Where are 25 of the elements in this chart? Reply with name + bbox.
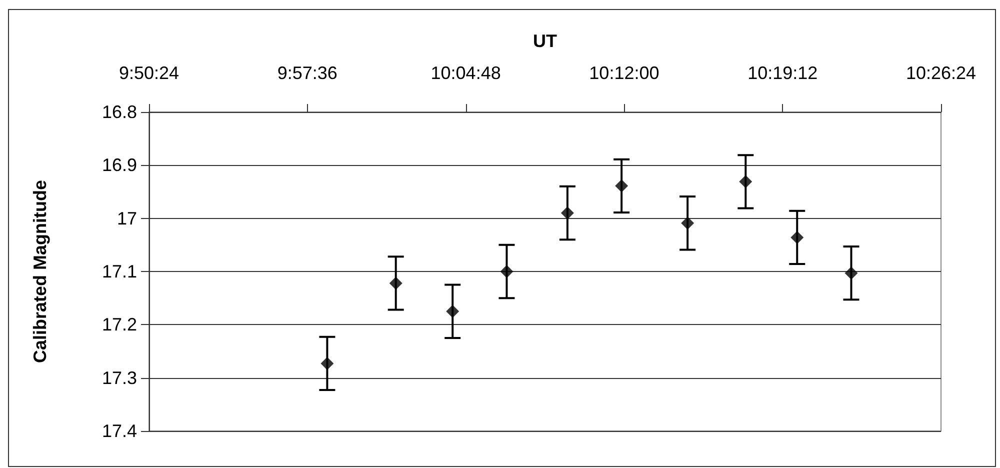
x-tick-label: 10:12:00	[589, 63, 660, 83]
y-tick-label: 17.1	[102, 262, 137, 282]
point	[739, 175, 752, 188]
point	[681, 216, 694, 230]
x-tick-label: 10:04:48	[430, 63, 501, 83]
y-tick-label: 17.3	[102, 368, 137, 388]
y-tick-label: 17.4	[102, 421, 137, 441]
y-tick-label: 17.2	[102, 314, 137, 335]
y-axis-title: Calibrated Magnitude	[30, 180, 50, 364]
point	[389, 276, 402, 290]
point	[790, 230, 804, 244]
point	[844, 266, 858, 280]
point	[560, 206, 574, 220]
point	[500, 265, 514, 278]
x-tick-label: 9:50:24	[118, 63, 180, 83]
x-tick-label: 10:19:12	[748, 63, 818, 83]
y-tick-label: 16.9	[102, 155, 137, 176]
point	[320, 356, 334, 370]
y-tick-label: 17	[116, 208, 137, 228]
y-tick-label: 16.8	[102, 102, 137, 122]
x-tick-label: 10:26:24	[906, 63, 976, 83]
x-tick-label: 9:57:36	[277, 63, 338, 83]
x-axis-title: UT	[533, 31, 557, 51]
point	[446, 304, 460, 318]
point	[615, 179, 628, 192]
